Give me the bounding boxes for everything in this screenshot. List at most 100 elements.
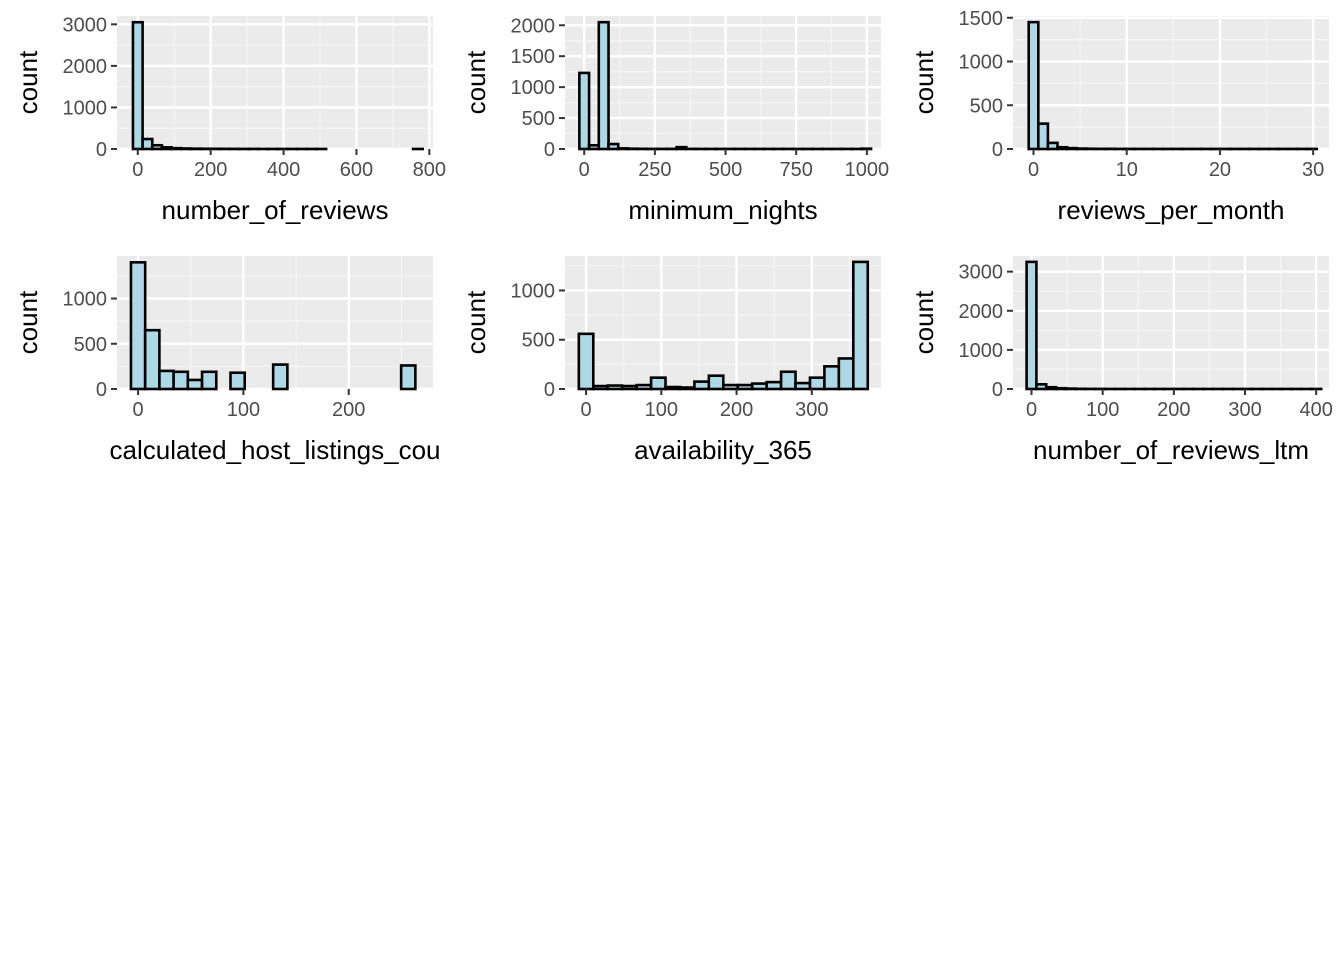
histogram-bar	[620, 384, 638, 391]
histogram-bar	[823, 365, 841, 391]
x-tick-label: 0	[581, 399, 592, 421]
y-tick-label: 0	[992, 139, 1003, 161]
histogram-bar	[765, 380, 783, 391]
x-axis-title: number_of_reviews	[162, 195, 389, 225]
x-axis-title: reviews_per_month	[1058, 195, 1285, 225]
histogram-bar	[1025, 260, 1038, 391]
histogram-bar	[1035, 383, 1048, 391]
y-tick-label: 2000	[63, 56, 108, 78]
histogram-bar	[172, 370, 190, 391]
histogram-bar	[131, 20, 144, 151]
histogram-bar	[1056, 145, 1069, 151]
x-tick-label: 800	[413, 159, 446, 181]
y-tick-label: 3000	[63, 14, 108, 36]
histogram-bar	[616, 147, 630, 151]
x-tick-label: 0	[1028, 159, 1039, 181]
histogram-bar	[1044, 385, 1058, 391]
x-tick-label: 400	[267, 159, 300, 181]
histogram-bar	[808, 376, 826, 391]
histogram-bar	[597, 20, 610, 151]
histogram-bar	[271, 363, 289, 391]
histogram-bar	[129, 261, 147, 391]
x-tick-label: 0	[579, 159, 590, 181]
x-tick-label: 20	[1209, 159, 1231, 181]
y-tick-label: 1000	[511, 280, 556, 302]
histogram-bar	[1046, 141, 1059, 151]
panel-background	[1013, 16, 1329, 149]
x-tick-label: 300	[1228, 399, 1261, 421]
histogram-bar	[577, 332, 595, 391]
histogram-bar	[1065, 146, 1079, 151]
panel-background	[1013, 256, 1329, 389]
y-tick-label: 500	[970, 95, 1003, 117]
y-tick-label: 2000	[959, 301, 1004, 323]
histogram-bar	[229, 371, 247, 391]
histogram-bar	[852, 260, 870, 391]
x-tick-label: 10	[1116, 159, 1138, 181]
histogram-bar	[158, 369, 175, 391]
y-tick-label: 500	[522, 108, 555, 130]
histogram-panel: 0 100 200 0 500 1000 calculated_host_listings_…	[13, 256, 441, 465]
histogram-bar	[1037, 122, 1050, 151]
x-tick-label: 30	[1302, 159, 1324, 181]
histogram-panel: 0 250 500 750 1000 0 500 1000 1500 2000 minimum_ni…	[461, 15, 889, 225]
histogram-panel: 0 100 200 300 0 500 1000 availability_365 count	[461, 256, 881, 465]
x-tick-label: 200	[332, 399, 365, 421]
x-axis-title: minimum_nights	[628, 195, 817, 225]
histogram-bar	[635, 383, 653, 391]
histogram-bar	[200, 370, 218, 391]
y-tick-label: 3000	[959, 262, 1004, 284]
histogram-bar	[587, 143, 601, 151]
histogram-bar	[591, 384, 610, 391]
histogram-bar	[143, 328, 161, 391]
y-axis-title: count	[909, 50, 939, 114]
y-axis-title: count	[13, 290, 43, 354]
y-tick-label: 0	[96, 139, 107, 161]
y-tick-label: 0	[544, 379, 555, 401]
y-tick-label: 2000	[511, 15, 556, 37]
histogram-bar	[675, 145, 688, 151]
y-tick-label: 500	[74, 334, 107, 356]
x-tick-label: 400	[1300, 399, 1333, 421]
x-tick-label: 750	[780, 159, 813, 181]
histogram-bar	[707, 374, 725, 391]
histogram-bar	[607, 142, 620, 151]
histogram-bar	[399, 364, 417, 391]
histogram-bar	[649, 376, 667, 391]
histogram-bar	[606, 384, 624, 391]
histogram-bar	[160, 146, 173, 151]
histogram-bar	[693, 380, 711, 391]
x-tick-label: 500	[709, 159, 742, 181]
histogram-bar	[722, 383, 740, 391]
histogram-bar	[750, 382, 768, 391]
y-axis-title: count	[461, 50, 491, 114]
histogram-bar	[1027, 20, 1040, 151]
x-tick-label: 100	[227, 399, 260, 421]
histogram-bar	[186, 378, 204, 391]
y-tick-label: 500	[522, 330, 555, 352]
y-tick-label: 1000	[959, 340, 1004, 362]
x-tick-label: 200	[720, 399, 753, 421]
y-tick-label: 1000	[63, 289, 108, 311]
x-tick-label: 100	[1086, 399, 1119, 421]
y-tick-label: 1500	[959, 8, 1004, 30]
histogram-panels: 0 200 400 600 8000100020003000number_of_revi…	[13, 8, 1333, 465]
x-tick-label: 0	[1026, 399, 1037, 421]
y-tick-label: 0	[544, 139, 555, 161]
x-axis-title: calculated_host_listings_cou	[110, 435, 441, 465]
histogram-bar	[664, 385, 682, 391]
histogram-bar	[1054, 386, 1068, 391]
histogram-bar	[678, 386, 696, 391]
x-tick-label: 200	[1157, 399, 1190, 421]
histogram-bar	[837, 357, 855, 391]
y-tick-label: 1000	[511, 77, 556, 99]
histogram-bar	[779, 370, 797, 391]
y-tick-label: 0	[96, 379, 107, 401]
y-tick-label: 1500	[511, 46, 556, 68]
y-tick-label: 0	[992, 379, 1003, 401]
x-tick-label: 0	[132, 159, 143, 181]
histogram-bar	[794, 381, 812, 391]
panel-background	[565, 16, 881, 149]
